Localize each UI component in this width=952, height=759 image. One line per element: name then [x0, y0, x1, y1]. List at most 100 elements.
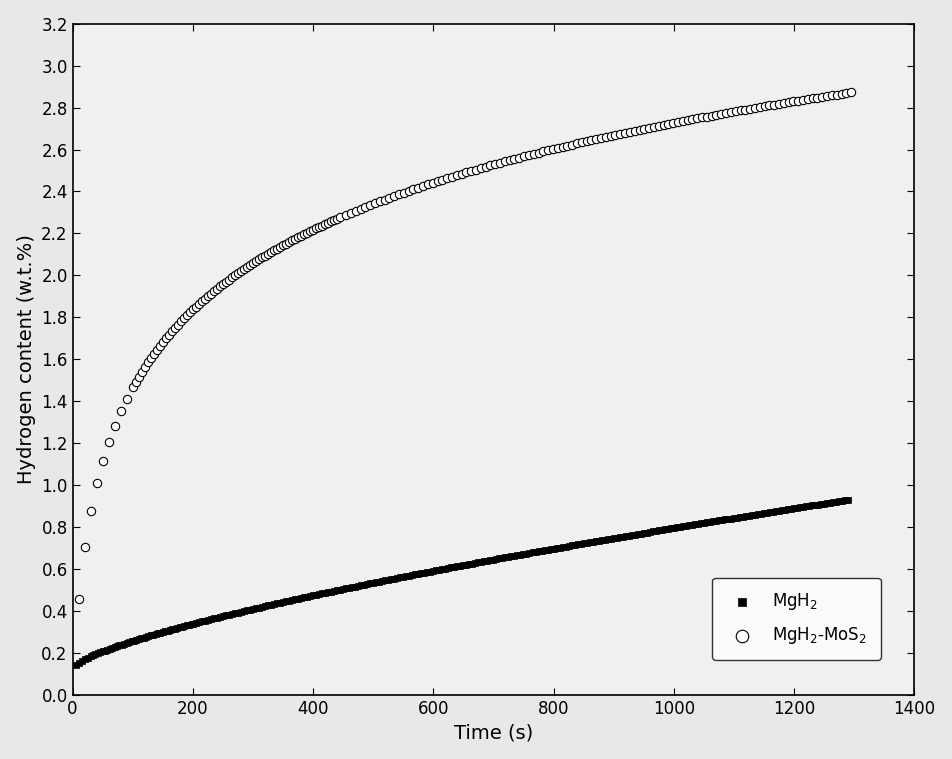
MgH$_2$: [441, 562, 456, 574]
MgH$_2$: [285, 594, 300, 606]
MgH$_2$-MoS$_2$: [454, 168, 469, 180]
MgH$_2$: [636, 527, 651, 539]
MgH$_2$: [124, 635, 139, 647]
MgH$_2$: [651, 524, 666, 537]
MgH$_2$: [260, 600, 275, 612]
MgH$_2$-MoS$_2$: [613, 128, 628, 140]
MgH$_2$-MoS$_2$: [236, 263, 251, 275]
MgH$_2$: [311, 588, 327, 600]
MgH$_2$-MoS$_2$: [77, 540, 92, 553]
MgH$_2$-MoS$_2$: [89, 477, 105, 489]
MgH$_2$: [549, 542, 565, 554]
MgH$_2$: [446, 561, 462, 573]
MgH$_2$: [760, 506, 775, 518]
MgH$_2$-MoS$_2$: [278, 238, 293, 250]
MgH$_2$: [615, 531, 630, 543]
MgH$_2$: [152, 627, 168, 639]
MgH$_2$: [625, 529, 640, 541]
MgH$_2$: [254, 601, 269, 613]
MgH$_2$: [303, 590, 318, 602]
MgH$_2$: [275, 596, 290, 608]
MgH$_2$: [218, 609, 233, 622]
MgH$_2$-MoS$_2$: [661, 118, 676, 130]
MgH$_2$: [342, 581, 357, 594]
MgH$_2$-MoS$_2$: [565, 138, 580, 150]
MgH$_2$-MoS$_2$: [161, 329, 176, 341]
MgH$_2$: [88, 648, 103, 660]
MgH$_2$: [378, 575, 393, 587]
MgH$_2$: [423, 565, 438, 578]
MgH$_2$: [838, 494, 853, 506]
MgH$_2$-MoS$_2$: [420, 178, 435, 191]
MgH$_2$-MoS$_2$: [194, 295, 209, 307]
MgH$_2$: [83, 650, 98, 663]
MgH$_2$: [414, 567, 429, 579]
MgH$_2$: [329, 584, 345, 597]
MgH$_2$: [675, 521, 690, 533]
MgH$_2$: [545, 543, 561, 555]
MgH$_2$: [405, 569, 420, 581]
MgH$_2$: [387, 572, 402, 584]
MgH$_2$: [230, 606, 246, 619]
MgH$_2$-MoS$_2$: [579, 135, 594, 147]
MgH$_2$: [374, 575, 389, 587]
MgH$_2$-MoS$_2$: [212, 280, 228, 292]
MgH$_2$: [513, 549, 528, 561]
MgH$_2$-MoS$_2$: [526, 148, 542, 160]
MgH$_2$: [165, 623, 180, 635]
MgH$_2$: [131, 633, 147, 645]
MgH$_2$-MoS$_2$: [781, 96, 796, 109]
MgH$_2$-MoS$_2$: [627, 124, 643, 137]
MgH$_2$: [627, 528, 643, 540]
MgH$_2$-MoS$_2$: [95, 455, 110, 467]
MgH$_2$-MoS$_2$: [502, 154, 517, 166]
MgH$_2$-MoS$_2$: [353, 203, 368, 215]
MgH$_2$: [591, 534, 606, 546]
MgH$_2$: [690, 518, 705, 530]
MgH$_2$-MoS$_2$: [293, 230, 308, 242]
MgH$_2$: [174, 621, 189, 633]
MgH$_2$-MoS$_2$: [752, 101, 767, 113]
MgH$_2$: [444, 562, 459, 574]
MgH$_2$-MoS$_2$: [303, 225, 318, 238]
MgH$_2$: [708, 515, 724, 527]
MgH$_2$-MoS$_2$: [396, 187, 411, 199]
MgH$_2$: [699, 516, 714, 528]
MgH$_2$-MoS$_2$: [728, 106, 744, 118]
MgH$_2$-MoS$_2$: [506, 153, 522, 165]
MgH$_2$: [306, 589, 321, 601]
MgH$_2$-MoS$_2$: [445, 171, 460, 183]
MgH$_2$: [781, 503, 796, 515]
MgH$_2$: [643, 526, 658, 538]
MgH$_2$-MoS$_2$: [358, 201, 373, 213]
MgH$_2$: [350, 580, 366, 592]
MgH$_2$-MoS$_2$: [317, 218, 332, 230]
MgH$_2$: [272, 597, 288, 609]
MgH$_2$: [486, 553, 501, 565]
MgH$_2$: [576, 537, 591, 550]
MgH$_2$: [648, 525, 664, 537]
MgH$_2$-MoS$_2$: [239, 261, 254, 273]
MgH$_2$: [267, 598, 282, 610]
MgH$_2$: [314, 587, 329, 600]
MgH$_2$: [363, 578, 378, 590]
MgH$_2$: [248, 602, 264, 614]
MgH$_2$-MoS$_2$: [186, 304, 201, 316]
MgH$_2$-MoS$_2$: [738, 103, 753, 115]
MgH$_2$: [77, 653, 92, 666]
MgH$_2$-MoS$_2$: [269, 243, 285, 255]
MgH$_2$-MoS$_2$: [487, 158, 503, 170]
MgH$_2$-MoS$_2$: [246, 257, 261, 269]
MgH$_2$-MoS$_2$: [694, 112, 709, 124]
MgH$_2$: [467, 557, 483, 569]
MgH$_2$-MoS$_2$: [71, 593, 87, 605]
MgH$_2$: [570, 538, 585, 550]
MgH$_2$: [360, 578, 375, 591]
MgH$_2$-MoS$_2$: [367, 197, 383, 209]
MgH$_2$: [264, 599, 279, 611]
MgH$_2$-MoS$_2$: [137, 361, 152, 373]
MgH$_2$: [353, 579, 368, 591]
MgH$_2$: [488, 553, 504, 565]
MgH$_2$-MoS$_2$: [598, 131, 613, 143]
MgH$_2$: [278, 595, 293, 607]
